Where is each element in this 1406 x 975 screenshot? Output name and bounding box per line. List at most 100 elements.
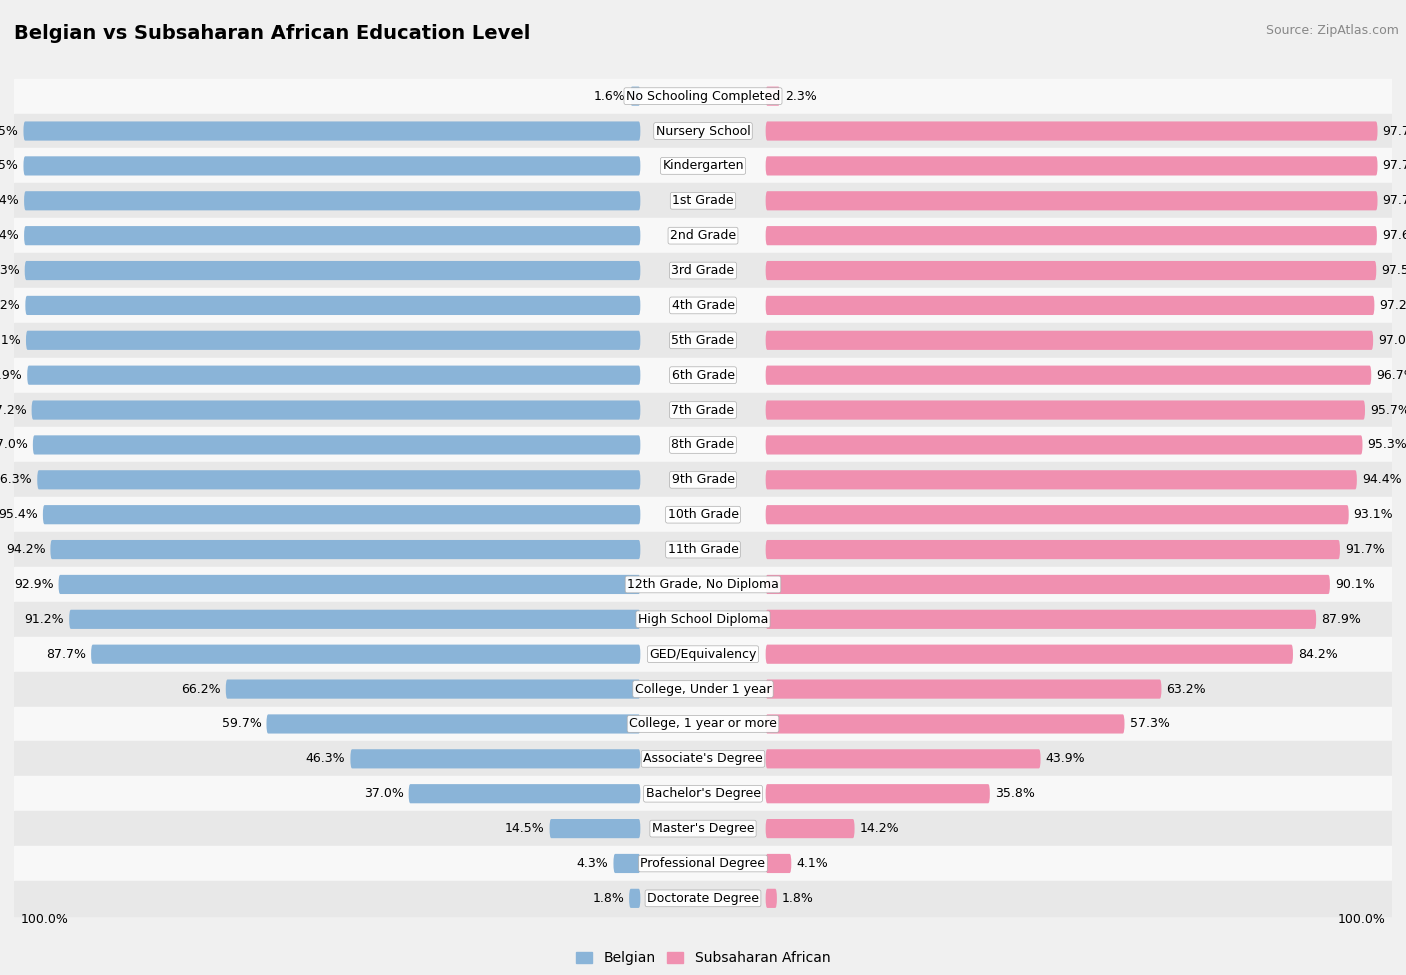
FancyBboxPatch shape <box>766 470 1357 489</box>
FancyBboxPatch shape <box>766 191 1378 211</box>
Bar <box>14 776 1392 811</box>
Text: 97.0%: 97.0% <box>1378 333 1406 347</box>
Bar <box>14 218 1392 254</box>
Text: 3rd Grade: 3rd Grade <box>672 264 734 277</box>
Text: GED/Equivalency: GED/Equivalency <box>650 647 756 661</box>
Text: 92.9%: 92.9% <box>14 578 53 591</box>
Bar <box>14 462 1392 497</box>
Text: 9th Grade: 9th Grade <box>672 473 734 487</box>
FancyBboxPatch shape <box>59 575 640 594</box>
Bar <box>14 114 1392 148</box>
Text: Bachelor's Degree: Bachelor's Degree <box>645 787 761 800</box>
Text: College, 1 year or more: College, 1 year or more <box>628 718 778 730</box>
Text: 100.0%: 100.0% <box>1337 913 1386 926</box>
Text: 14.2%: 14.2% <box>859 822 900 836</box>
Text: 1.6%: 1.6% <box>593 90 626 102</box>
Text: 97.2%: 97.2% <box>1379 299 1406 312</box>
Text: Belgian vs Subsaharan African Education Level: Belgian vs Subsaharan African Education … <box>14 24 530 43</box>
FancyBboxPatch shape <box>24 156 640 176</box>
FancyBboxPatch shape <box>766 295 1375 315</box>
FancyBboxPatch shape <box>766 401 1365 419</box>
FancyBboxPatch shape <box>25 295 640 315</box>
Text: Doctorate Degree: Doctorate Degree <box>647 892 759 905</box>
Bar <box>14 79 1392 114</box>
Bar <box>14 288 1392 323</box>
Bar <box>14 602 1392 637</box>
Text: 95.4%: 95.4% <box>0 508 38 522</box>
FancyBboxPatch shape <box>51 540 640 559</box>
Text: 84.2%: 84.2% <box>1298 647 1337 661</box>
Text: 93.1%: 93.1% <box>1354 508 1393 522</box>
Text: 91.2%: 91.2% <box>24 613 65 626</box>
FancyBboxPatch shape <box>24 226 640 246</box>
Text: 1.8%: 1.8% <box>592 892 624 905</box>
Text: 4th Grade: 4th Grade <box>672 299 734 312</box>
Text: 14.5%: 14.5% <box>505 822 544 836</box>
FancyBboxPatch shape <box>25 261 640 280</box>
Bar <box>14 707 1392 741</box>
Text: 6th Grade: 6th Grade <box>672 369 734 381</box>
Bar <box>14 846 1392 880</box>
Text: Nursery School: Nursery School <box>655 125 751 137</box>
Bar <box>14 637 1392 672</box>
Text: 87.7%: 87.7% <box>46 647 86 661</box>
FancyBboxPatch shape <box>766 715 1125 733</box>
FancyBboxPatch shape <box>42 505 640 525</box>
FancyBboxPatch shape <box>69 609 640 629</box>
Text: 7th Grade: 7th Grade <box>672 404 734 416</box>
Text: 98.4%: 98.4% <box>0 229 20 242</box>
FancyBboxPatch shape <box>409 784 640 803</box>
Text: 91.7%: 91.7% <box>1346 543 1385 556</box>
Text: 87.9%: 87.9% <box>1322 613 1361 626</box>
FancyBboxPatch shape <box>628 889 640 908</box>
Bar <box>14 497 1392 532</box>
Bar <box>14 741 1392 776</box>
Text: 2nd Grade: 2nd Grade <box>669 229 737 242</box>
Text: 97.9%: 97.9% <box>0 369 22 381</box>
Bar <box>14 254 1392 288</box>
FancyBboxPatch shape <box>630 87 640 105</box>
Text: 98.4%: 98.4% <box>0 194 20 208</box>
Text: Professional Degree: Professional Degree <box>641 857 765 870</box>
FancyBboxPatch shape <box>766 819 855 838</box>
Legend: Belgian, Subsaharan African: Belgian, Subsaharan African <box>571 946 835 971</box>
Text: 98.3%: 98.3% <box>0 264 20 277</box>
FancyBboxPatch shape <box>766 261 1376 280</box>
Text: 63.2%: 63.2% <box>1167 682 1206 695</box>
Text: 98.1%: 98.1% <box>0 333 21 347</box>
Bar <box>14 393 1392 427</box>
Text: 94.4%: 94.4% <box>1362 473 1402 487</box>
FancyBboxPatch shape <box>766 505 1348 525</box>
FancyBboxPatch shape <box>550 819 640 838</box>
Text: 97.6%: 97.6% <box>1382 229 1406 242</box>
Text: 97.7%: 97.7% <box>1382 125 1406 137</box>
FancyBboxPatch shape <box>766 784 990 803</box>
FancyBboxPatch shape <box>766 156 1378 176</box>
Text: Master's Degree: Master's Degree <box>652 822 754 836</box>
Bar <box>14 427 1392 462</box>
FancyBboxPatch shape <box>267 715 640 733</box>
Text: 97.7%: 97.7% <box>1382 159 1406 173</box>
Text: 37.0%: 37.0% <box>364 787 404 800</box>
Text: High School Diploma: High School Diploma <box>638 613 768 626</box>
FancyBboxPatch shape <box>27 366 640 385</box>
FancyBboxPatch shape <box>24 191 640 211</box>
FancyBboxPatch shape <box>766 644 1294 664</box>
FancyBboxPatch shape <box>613 854 640 873</box>
FancyBboxPatch shape <box>24 122 640 140</box>
FancyBboxPatch shape <box>766 575 1330 594</box>
Text: 98.5%: 98.5% <box>0 125 18 137</box>
FancyBboxPatch shape <box>37 470 640 489</box>
Text: No Schooling Completed: No Schooling Completed <box>626 90 780 102</box>
Text: 96.3%: 96.3% <box>0 473 32 487</box>
Text: 35.8%: 35.8% <box>995 787 1035 800</box>
Text: 11th Grade: 11th Grade <box>668 543 738 556</box>
Text: 1.8%: 1.8% <box>782 892 814 905</box>
FancyBboxPatch shape <box>766 87 780 105</box>
Text: 97.0%: 97.0% <box>0 439 28 451</box>
Text: 97.5%: 97.5% <box>1381 264 1406 277</box>
Text: 2.3%: 2.3% <box>785 90 817 102</box>
Text: 4.3%: 4.3% <box>576 857 609 870</box>
Text: 8th Grade: 8th Grade <box>672 439 734 451</box>
Text: 94.2%: 94.2% <box>6 543 45 556</box>
